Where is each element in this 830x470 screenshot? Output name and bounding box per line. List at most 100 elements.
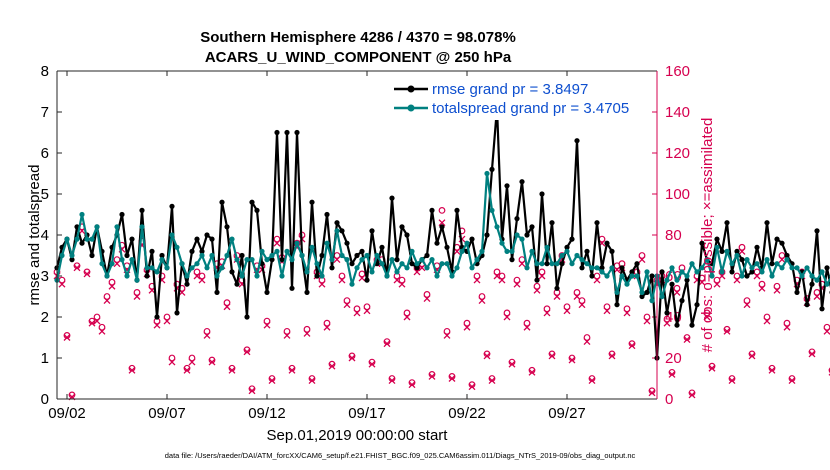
y-right-tick-label: 20: [665, 350, 682, 367]
obs-assimilated-marker: [163, 317, 171, 325]
obs-assimilated-stroke: [343, 301, 351, 309]
totalspread-point: [244, 257, 250, 263]
totalspread-point: [689, 261, 695, 267]
obs-assimilated-stroke: [758, 284, 766, 292]
totalspread-point: [579, 257, 585, 263]
obs-assimilated-marker: [778, 256, 786, 264]
obs-assimilated-marker: [518, 260, 526, 268]
totalspread-point: [549, 261, 555, 267]
obs-assimilated-marker: [453, 247, 461, 255]
rmse-point: [399, 224, 405, 230]
rmse-point: [684, 277, 690, 283]
totalspread-point: [159, 257, 165, 263]
obs-assimilated-stroke: [103, 297, 111, 305]
rmse-point: [424, 252, 430, 259]
obs-assimilated-stroke: [73, 264, 81, 272]
rmse-point: [784, 252, 790, 259]
y-left-tick-label: 4: [41, 227, 49, 244]
totalspread-point: [499, 240, 505, 246]
obs-assimilated-stroke: [668, 370, 676, 378]
rmse-point: [694, 302, 700, 308]
rmse-point: [534, 277, 540, 283]
totalspread-point: [384, 273, 390, 279]
obs-assimilated-marker: [263, 321, 271, 329]
totalspread-point: [614, 289, 620, 295]
obs-assimilated-stroke: [628, 342, 636, 350]
totalspread-point: [84, 236, 90, 242]
obs-assimilated-stroke: [318, 280, 326, 288]
rmse-point: [314, 273, 320, 279]
obs-assimilated-marker: [308, 377, 316, 385]
x-tick-label: 09/02: [48, 405, 86, 422]
totalspread-point: [259, 248, 265, 254]
rmse-point: [429, 207, 435, 213]
y-right-tick-label: 0: [665, 391, 673, 408]
rmse-point: [119, 211, 125, 218]
obs-assimilated-marker: [528, 368, 536, 376]
totalspread-point: [389, 257, 395, 263]
totalspread-point: [224, 252, 230, 259]
rmse-point: [699, 240, 705, 246]
obs-possible-marker: [158, 272, 166, 280]
obs-assimilated-stroke: [718, 272, 726, 280]
totalspread-point: [619, 273, 625, 279]
totalspread-point: [819, 269, 825, 275]
obs-assimilated-marker: [168, 358, 176, 366]
totalspread-point: [559, 252, 565, 259]
totalspread-point: [754, 261, 760, 267]
rmse-point: [404, 232, 410, 238]
y-right-tick-label: 100: [665, 186, 690, 203]
obs-assimilated-stroke: [283, 331, 291, 339]
obs-assimilated-marker: [643, 317, 651, 325]
obs-assimilated-stroke: [708, 364, 716, 372]
totalspread-point: [554, 261, 560, 267]
rmse-point: [209, 236, 215, 242]
obs-possible-marker: [473, 272, 481, 280]
rmse-point: [224, 224, 230, 230]
y-left-tick-label: 3: [41, 268, 49, 285]
obs-assimilated-stroke: [508, 360, 516, 368]
totalspread-point: [534, 261, 540, 267]
rmse-point: [144, 273, 150, 279]
obs-possible-marker: [773, 282, 781, 290]
obs-assimilated-stroke: [688, 391, 696, 399]
obs-possible-marker: [523, 319, 531, 327]
totalspread-point: [349, 281, 355, 287]
obs-assimilated-stroke: [648, 389, 656, 397]
rmse-point: [564, 244, 570, 250]
obs-assimilated-stroke: [83, 270, 91, 278]
obs-possible-marker: [478, 293, 486, 300]
totalspread-point: [424, 265, 430, 271]
obs-assimilated-stroke: [748, 352, 756, 360]
obs-possible-marker: [573, 289, 581, 296]
obs-assimilated-marker: [718, 272, 726, 280]
rmse-point: [349, 261, 355, 267]
totalspread-point: [134, 277, 140, 283]
x-tick-label: 09/22: [448, 405, 486, 422]
rmse-point: [334, 220, 340, 226]
rmse-point: [394, 257, 400, 263]
rmse-point: [219, 199, 225, 205]
rmse-point: [559, 261, 565, 267]
obs-assimilated-marker: [343, 301, 351, 309]
rmse-point: [819, 306, 825, 312]
totalspread-point: [539, 261, 545, 267]
obs-assimilated-stroke: [133, 293, 141, 300]
totalspread-point: [229, 236, 235, 242]
totalspread-point: [99, 261, 105, 267]
rmse-point: [169, 203, 175, 209]
totalspread-point: [484, 170, 490, 177]
obs-possible-marker: [758, 280, 766, 288]
totalspread-point: [589, 265, 595, 271]
totalspread-point: [299, 252, 305, 259]
obs-possible-marker: [98, 323, 106, 331]
totalspread-point: [174, 244, 180, 250]
rmse-point: [214, 289, 220, 295]
obs-assimilated-marker: [113, 260, 121, 268]
obs-assimilated-stroke: [323, 323, 331, 331]
totalspread-point: [419, 257, 425, 263]
obs-assimilated-stroke: [533, 286, 541, 294]
obs-assimilated-marker: [663, 319, 671, 327]
rmse-point: [239, 252, 245, 259]
y-axis-right-label: # of obs: o=possible; ×=assimilated: [699, 118, 716, 353]
